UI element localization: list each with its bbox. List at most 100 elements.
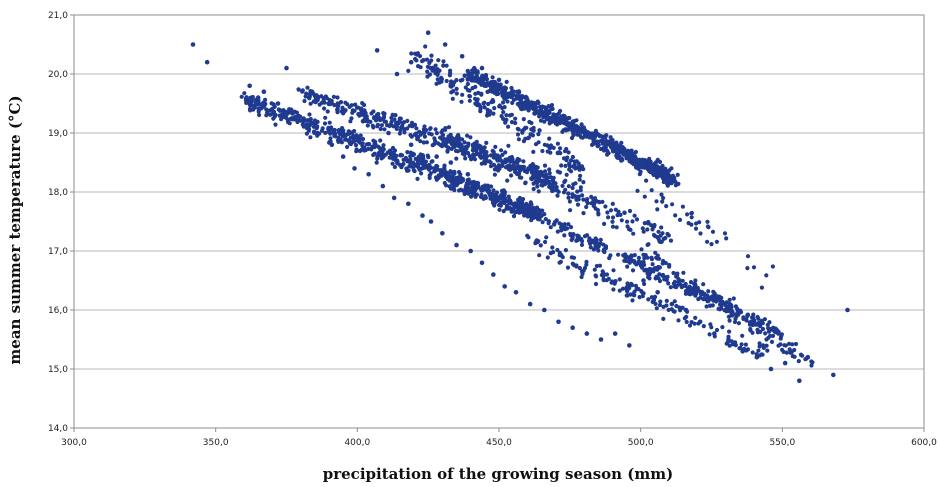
data-point [501,87,506,92]
data-point [527,205,532,210]
data-point [566,150,571,155]
data-point [529,120,534,126]
data-point [631,231,636,236]
data-point [454,156,459,161]
data-point [491,162,497,167]
data-point [604,272,610,277]
data-point [584,204,589,210]
data-point [567,161,572,166]
data-point [580,193,585,198]
data-point [760,321,765,326]
data-point [683,291,689,296]
data-point [761,343,766,348]
data-point [429,58,434,63]
data-point [736,321,742,326]
data-point [720,325,725,330]
plot-border [73,14,925,429]
data-point [548,251,553,256]
data-point [618,145,623,150]
data-point [502,284,507,289]
data-point [584,331,590,336]
y-tick-label: 17,0 [48,247,68,257]
data-point [610,215,616,220]
data-point [562,222,567,227]
data-point [353,143,359,148]
data-point [423,44,428,49]
data-point [705,224,711,229]
data-point [460,178,465,183]
data-point [447,184,452,189]
data-point [379,117,384,122]
data-point [335,110,340,115]
data-point [332,128,337,133]
data-point [557,250,562,255]
data-point [460,77,465,82]
data-point [494,198,499,203]
data-point [598,337,604,342]
data-point [714,239,720,244]
data-point [492,106,497,111]
data-point [615,213,620,218]
data-point [727,318,732,323]
data-point [432,166,437,171]
data-point [677,217,683,222]
data-point [593,128,599,133]
data-point [506,143,511,148]
data-point [569,169,574,174]
data-point [655,253,660,258]
data-point [456,170,462,175]
data-point [584,262,589,267]
data-point [632,260,637,265]
data-point [595,208,601,213]
data-point [439,168,444,173]
data-point [392,117,397,122]
data-point [406,201,411,207]
data-point [770,264,776,269]
data-point [685,286,691,291]
data-point [397,162,402,167]
data-point [458,145,464,150]
data-point [286,120,291,125]
data-point [673,179,678,184]
data-point [571,119,576,124]
data-point [696,321,701,326]
data-point [605,148,610,154]
data-point [548,225,553,230]
data-point [328,131,333,136]
data-point [327,120,332,125]
data-point [372,151,377,156]
data-point [204,59,210,65]
data-point [524,201,529,207]
data-point [433,63,438,68]
data-point [394,71,400,77]
data-point [571,164,576,169]
data-point [375,122,380,127]
data-point [607,256,612,261]
data-point [462,73,467,78]
data-point [322,121,328,126]
data-point [488,160,493,165]
data-point [407,123,412,128]
data-point [380,183,386,189]
data-point [422,129,427,134]
data-point [724,300,729,305]
data-point [397,120,402,125]
data-point [190,42,196,47]
data-point [408,59,414,65]
data-point [497,166,502,171]
data-point [510,100,515,105]
data-point [778,336,783,341]
data-point [436,141,441,146]
data-point [666,176,672,181]
data-point [742,346,747,352]
x-tick-label: 450,0 [486,438,512,448]
data-point [247,106,253,111]
data-point [641,278,646,283]
data-point [546,175,551,180]
data-point [654,274,659,279]
data-point [633,160,638,165]
data-point [566,184,571,189]
data-point [460,137,465,142]
data-point [698,231,703,236]
data-point [548,143,554,148]
